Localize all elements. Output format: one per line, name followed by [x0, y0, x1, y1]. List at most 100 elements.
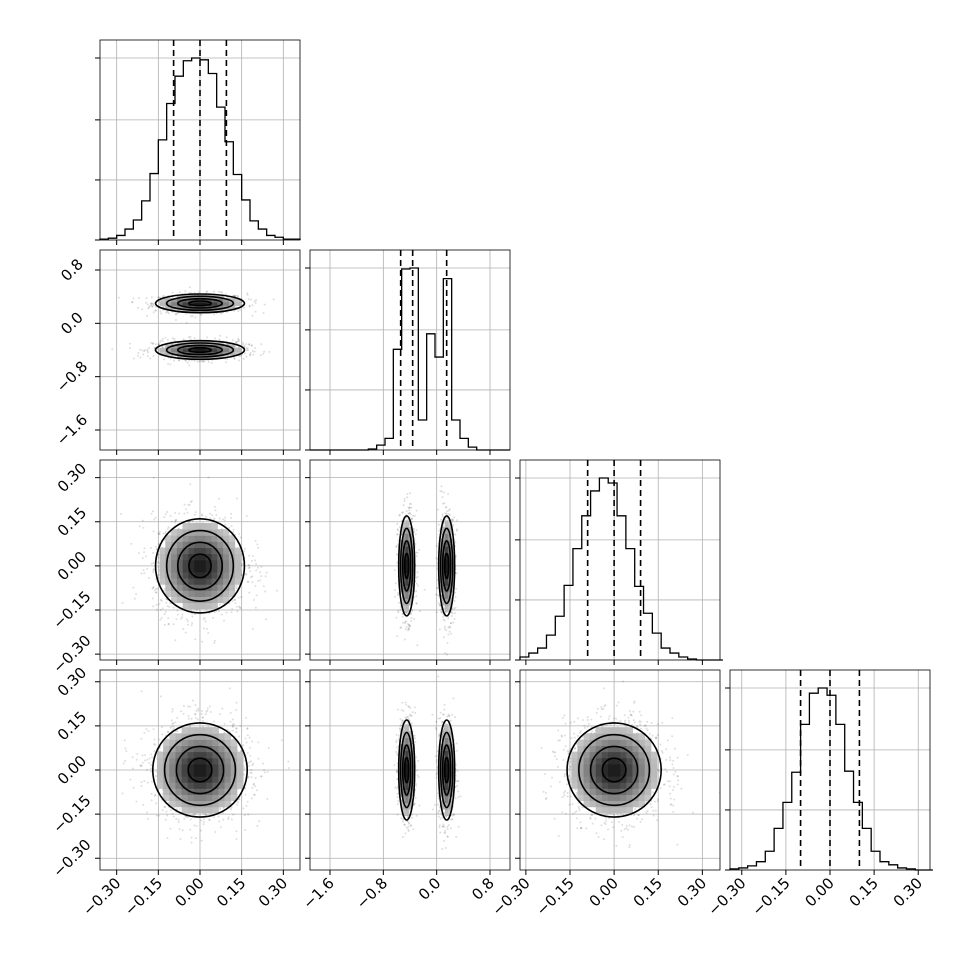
- scatter-point: [146, 349, 149, 352]
- density-cell: [200, 347, 207, 352]
- scatter-point: [395, 616, 398, 619]
- scatter-point: [143, 547, 146, 550]
- density-cell: [402, 585, 406, 593]
- contour-level: [165, 342, 235, 358]
- density-cell: [176, 298, 184, 303]
- density-cell: [228, 305, 236, 310]
- scatter-point: [251, 555, 254, 558]
- density-cell: [188, 308, 195, 313]
- density-cell: [411, 578, 416, 586]
- scatter-point: [411, 608, 414, 611]
- scatter-point: [200, 359, 203, 362]
- scatter-point: [201, 640, 204, 643]
- scatter-point: [262, 312, 265, 315]
- scatter-point: [250, 344, 253, 347]
- scatter-point: [155, 603, 158, 606]
- scatter-point: [408, 628, 411, 631]
- scatter-point: [246, 292, 249, 295]
- scatter-point: [396, 635, 399, 638]
- scatter-point: [243, 352, 246, 355]
- scatter-point: [188, 359, 191, 362]
- density-cell: [405, 578, 409, 586]
- scatter-point: [435, 544, 438, 547]
- scatter-point: [399, 608, 402, 611]
- scatter-point: [405, 620, 408, 623]
- scatter-point: [242, 357, 245, 360]
- scatter-point: [439, 518, 442, 521]
- scatter-point: [163, 613, 166, 616]
- density-cell: [176, 301, 184, 306]
- scatter-point: [438, 628, 441, 631]
- density-cell: [176, 596, 184, 604]
- scatter-point: [448, 625, 451, 628]
- density-cell: [408, 585, 412, 593]
- scatter-point: [158, 530, 161, 533]
- scatter-point: [166, 605, 169, 608]
- density-cell: [217, 344, 224, 349]
- scatter-point: [409, 492, 412, 495]
- density-cell: [402, 572, 406, 580]
- scatter-point: [446, 510, 449, 513]
- scatter-point: [455, 572, 458, 575]
- scatter-point: [452, 621, 455, 624]
- scatter-point: [234, 295, 237, 298]
- density-cell: [211, 308, 218, 313]
- scatter-point: [157, 532, 160, 535]
- density-cell: [228, 559, 236, 567]
- density-cell: [211, 584, 218, 591]
- scatter-point: [152, 569, 155, 572]
- scatter-point: [438, 603, 441, 606]
- scatter-point: [400, 626, 403, 629]
- scatter-point: [173, 339, 176, 342]
- density-cell: [194, 535, 201, 542]
- scatter-point: [160, 599, 163, 602]
- scatter-point: [410, 619, 413, 622]
- scatter-point: [396, 529, 399, 532]
- density-cell: [408, 598, 412, 606]
- scatter-point: [406, 629, 409, 632]
- scatter-point: [157, 343, 160, 346]
- density-cell: [176, 565, 184, 573]
- density-cell: [405, 559, 409, 567]
- scatter-point: [205, 627, 208, 630]
- scatter-point: [225, 611, 228, 614]
- scatter-point: [263, 350, 266, 353]
- scatter-point: [401, 615, 404, 618]
- scatter-point: [138, 348, 141, 351]
- scatter-point: [153, 589, 156, 592]
- scatter-point: [393, 569, 396, 572]
- scatter-point: [152, 571, 155, 574]
- scatter-point: [254, 539, 257, 542]
- scatter-point: [245, 355, 248, 358]
- density-cell: [188, 590, 195, 597]
- density-cell: [171, 344, 178, 349]
- scatter-point: [409, 612, 412, 615]
- density-cell: [182, 590, 189, 597]
- scatter-point: [415, 509, 418, 512]
- density-cell: [205, 535, 213, 542]
- scatter-point: [248, 343, 251, 346]
- scatter-point: [224, 292, 227, 295]
- scatter-point: [443, 627, 446, 630]
- scatter-point: [231, 600, 234, 603]
- scatter-point: [414, 533, 417, 536]
- scatter-point: [235, 341, 238, 344]
- density-cell: [444, 539, 449, 547]
- scatter-point: [157, 553, 160, 556]
- scatter-point: [164, 336, 167, 339]
- density-cell: [405, 539, 409, 547]
- scatter-point: [151, 597, 154, 600]
- scatter-point: [242, 563, 245, 566]
- density-cell: [444, 559, 449, 567]
- density-cell: [205, 578, 213, 585]
- scatter-point: [442, 618, 445, 621]
- scatter-point: [175, 618, 178, 621]
- scatter-point: [159, 618, 162, 621]
- density-cell: [194, 301, 201, 306]
- density-cell: [194, 351, 201, 356]
- density-cell: [194, 602, 201, 610]
- scatter-point: [191, 621, 194, 624]
- scatter-point: [207, 361, 210, 364]
- scatter-point: [169, 363, 172, 366]
- scatter-point: [263, 303, 266, 306]
